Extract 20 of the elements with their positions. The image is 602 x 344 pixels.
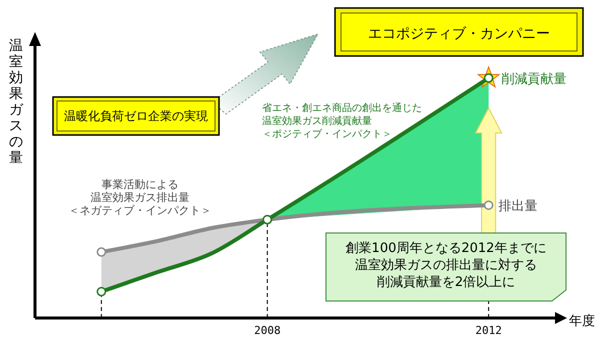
annotation: 温室効果ガスの排出量に対する	[355, 257, 537, 273]
x-tick-label: 2008	[254, 324, 281, 337]
x-tick-label: 2012	[475, 324, 502, 337]
x-axis-title: 年度	[569, 313, 595, 329]
y-axis-title: 温室効果ガスの量	[9, 38, 24, 166]
annotation: 削減貢献量を2倍以上に	[376, 275, 516, 290]
annotation: 温室効果ガス削減貢献量	[262, 115, 372, 127]
point	[96, 247, 106, 257]
annotation: 温室効果ガス排出量	[90, 191, 190, 204]
series-label: 排出量	[498, 199, 538, 214]
annotation: 省エネ・創エネ商品の創出を通じた	[262, 102, 422, 114]
annotation: 事業活動による	[102, 178, 178, 191]
annotation: ＜ネガティブ・インパクト＞	[68, 204, 212, 217]
annotation: 創業100周年となる2012年までに	[346, 241, 546, 256]
series-label: 削減貢献量	[502, 72, 567, 87]
annotation: 温暖化負荷ゼロ企業の実現	[64, 109, 208, 123]
point	[484, 200, 494, 210]
chart-title: エコポジティブ・カンパニー	[368, 26, 550, 42]
annotation: ＜ポジティブ・インパクト＞	[262, 128, 392, 140]
point	[96, 286, 106, 296]
